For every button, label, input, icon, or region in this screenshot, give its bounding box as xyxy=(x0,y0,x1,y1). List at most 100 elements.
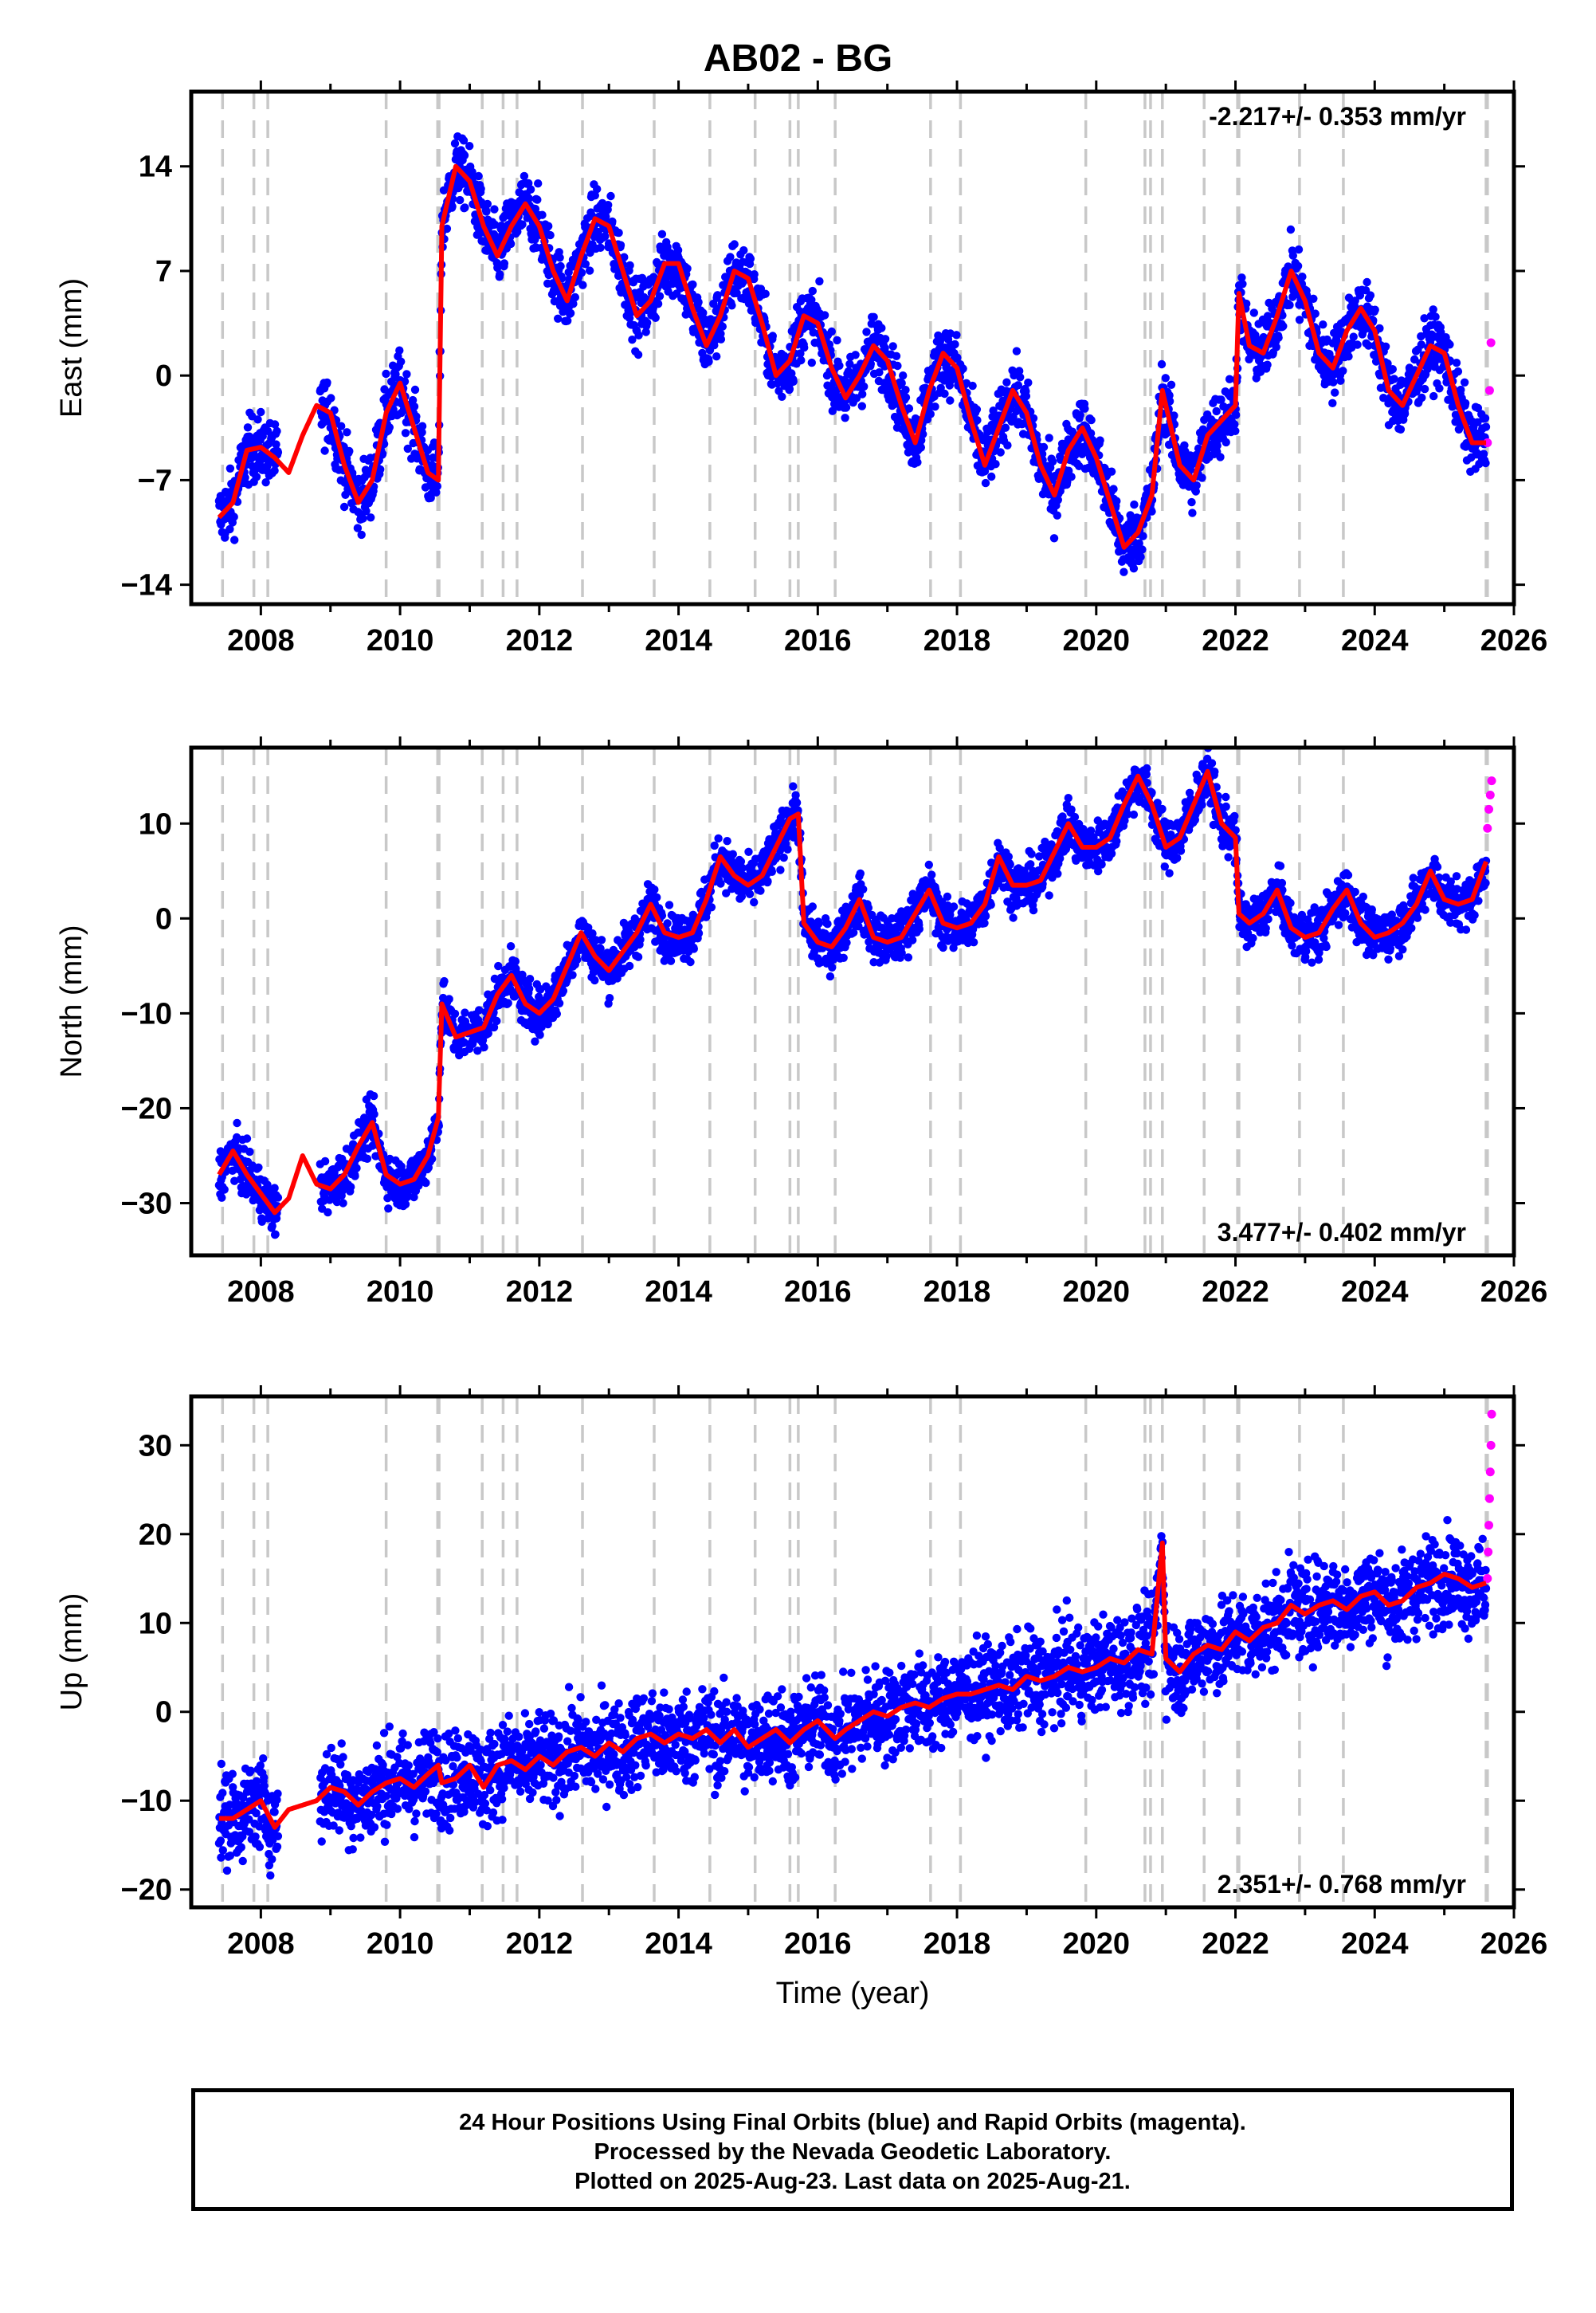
final-dot xyxy=(401,1200,410,1209)
y-axis-label: East (mm) xyxy=(55,278,88,418)
final-dot xyxy=(791,791,800,799)
final-dot xyxy=(1096,436,1104,445)
final-dot xyxy=(841,414,849,422)
final-dot xyxy=(892,351,901,360)
plot-area xyxy=(214,92,1496,604)
final-dot xyxy=(689,944,698,953)
final-dot xyxy=(1138,545,1147,554)
final-dot xyxy=(761,289,770,298)
final-dot xyxy=(1364,341,1373,350)
x-tick-label: 2018 xyxy=(923,624,991,658)
final-dot xyxy=(1420,384,1429,394)
final-dot xyxy=(520,171,529,181)
final-dot xyxy=(694,929,704,938)
final-dot xyxy=(531,204,540,214)
final-dot xyxy=(835,361,844,370)
final-dot xyxy=(893,361,902,371)
final-dot xyxy=(710,841,719,850)
y-tick-label: 14 xyxy=(139,151,172,184)
final-dot xyxy=(651,313,660,322)
final-dot xyxy=(588,929,597,938)
final-dot xyxy=(597,936,606,944)
final-dot xyxy=(633,952,643,961)
final-dot xyxy=(1001,423,1010,432)
final-dot xyxy=(367,513,375,522)
final-dot xyxy=(1461,399,1470,408)
final-dot xyxy=(946,396,955,405)
final-dot xyxy=(858,390,867,399)
final-dot xyxy=(1452,359,1461,367)
final-dot xyxy=(1231,426,1240,435)
final-dot xyxy=(1336,376,1345,385)
final-dot xyxy=(823,920,832,929)
final-dot xyxy=(1120,567,1128,576)
final-dot xyxy=(1192,481,1201,490)
final-dot xyxy=(1263,312,1272,320)
final-dot xyxy=(524,179,533,188)
final-dot xyxy=(494,961,503,971)
final-dot xyxy=(395,346,404,355)
final-dot xyxy=(596,243,605,252)
final-dot xyxy=(1479,450,1488,458)
final-dot xyxy=(814,919,823,929)
final-dot xyxy=(1045,434,1053,442)
final-dot xyxy=(241,473,249,482)
final-dot xyxy=(825,972,835,981)
final-dot xyxy=(337,422,346,430)
final-dot xyxy=(323,378,331,387)
final-dot xyxy=(1445,340,1454,349)
final-dot xyxy=(686,957,695,967)
final-dot xyxy=(808,286,817,296)
final-dot xyxy=(636,935,645,944)
final-dot xyxy=(418,428,426,437)
final-dot xyxy=(581,260,590,269)
final-dot xyxy=(796,349,805,358)
final-dot xyxy=(518,220,527,229)
final-dot xyxy=(614,228,623,238)
final-dot xyxy=(573,956,582,964)
final-dot xyxy=(738,863,747,873)
final-dot xyxy=(506,942,516,951)
final-dot xyxy=(273,448,283,457)
final-dot xyxy=(566,308,575,318)
final-dot xyxy=(605,994,614,1003)
final-dot xyxy=(628,336,637,344)
final-dot xyxy=(820,311,829,320)
final-dot xyxy=(474,171,483,181)
final-dot xyxy=(783,845,792,854)
final-dot xyxy=(401,429,410,438)
final-dot xyxy=(546,230,555,240)
final-dot xyxy=(1481,458,1490,468)
final-dot xyxy=(800,343,809,352)
final-dot xyxy=(904,404,914,413)
final-dot xyxy=(828,963,837,972)
final-dot xyxy=(1022,391,1031,401)
final-dot xyxy=(987,472,996,481)
final-dot xyxy=(461,1008,469,1017)
final-dot xyxy=(797,355,806,365)
final-dot xyxy=(1371,305,1379,314)
final-dot xyxy=(616,241,625,249)
final-dot xyxy=(332,1197,342,1207)
final-dot xyxy=(666,956,676,965)
final-dot xyxy=(1167,380,1176,389)
final-dot xyxy=(860,382,869,391)
final-dot xyxy=(376,465,385,474)
final-dot xyxy=(352,1164,361,1172)
final-dot xyxy=(1353,340,1362,349)
final-dot xyxy=(339,502,349,512)
final-dot xyxy=(465,142,474,151)
final-dot xyxy=(1212,406,1221,416)
final-dot xyxy=(1080,404,1089,413)
final-dot xyxy=(1319,320,1327,329)
final-dot xyxy=(1217,395,1225,404)
final-dot xyxy=(432,488,441,497)
final-dot xyxy=(1279,322,1288,331)
final-dot xyxy=(940,389,949,399)
final-dot xyxy=(351,1172,359,1180)
final-dot xyxy=(1053,496,1063,505)
final-dot xyxy=(1272,343,1280,351)
final-dot xyxy=(384,1204,393,1213)
final-dot xyxy=(433,481,441,491)
